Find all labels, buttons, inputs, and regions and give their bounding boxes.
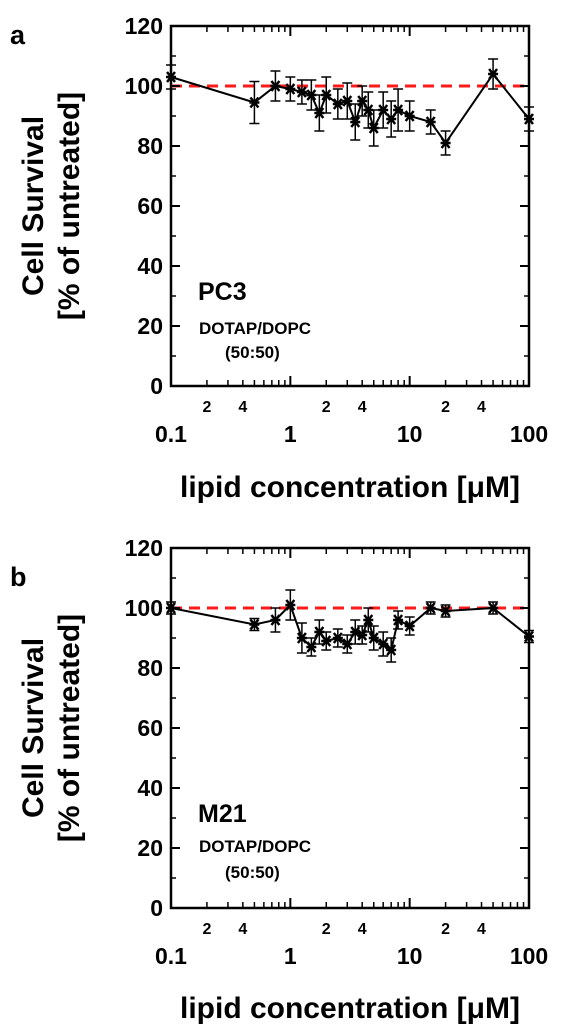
formulation-label: DOTAP/DOPC (199, 319, 311, 338)
y-tick-label: 40 (137, 775, 163, 801)
series-line (170, 603, 530, 652)
data-point (378, 104, 389, 116)
data-point (249, 96, 260, 109)
x-minor-tick-label: 2 (441, 399, 450, 416)
data-point (524, 113, 534, 125)
data-point (363, 614, 374, 626)
data-point (357, 95, 368, 107)
data-point (296, 632, 307, 644)
data-point (285, 83, 296, 95)
panel-label: b (10, 562, 27, 592)
x-tick-label: 10 (397, 421, 423, 447)
data-point (425, 116, 436, 128)
chart-panel-a: a 0 20 40 60 80 100 120 0.1 1 10 100 2 4 2 4 2 4 lipid con… (10, 13, 548, 504)
panel-label: a (10, 20, 26, 50)
x-tick-label: 1 (284, 421, 297, 447)
y-tick-label: 0 (150, 895, 163, 921)
data-point (488, 602, 499, 614)
data-point (425, 602, 436, 614)
series-line (170, 72, 530, 145)
data-point (166, 71, 176, 83)
x-axis-title: lipid concentration [μM] (180, 992, 520, 1025)
data-point (270, 80, 281, 92)
data-point (393, 104, 404, 116)
x-minor-tick-label: 2 (322, 399, 331, 416)
ratio-label: (50:50) (225, 343, 280, 362)
formulation-label: DOTAP/DOPC (199, 837, 311, 856)
data-point (393, 614, 404, 626)
x-tick-label: 100 (510, 421, 548, 447)
y-tick-label: 40 (137, 253, 163, 279)
y-tick-label: 80 (137, 133, 163, 159)
y-axis-title-line1: Cell Survival (17, 116, 50, 296)
x-tick-label: 1 (284, 943, 297, 969)
x-minor-tick-label: 4 (358, 399, 367, 416)
x-minor-tick-label: 4 (238, 921, 247, 938)
data-point (285, 599, 296, 611)
x-tick-label: 100 (510, 943, 548, 969)
data-point (378, 638, 389, 650)
data-point (440, 605, 451, 617)
data-point (249, 618, 260, 631)
x-minor-tick-label: 4 (358, 921, 367, 938)
y-tick-label: 60 (137, 193, 163, 219)
x-axis-title: lipid concentration [μM] (180, 471, 520, 504)
y-tick-label: 20 (137, 313, 163, 339)
data-point (524, 630, 534, 643)
x-minor-tick-label: 4 (477, 399, 486, 416)
data-point (296, 86, 307, 98)
x-minor-tick-label: 2 (441, 921, 450, 938)
data-point (386, 644, 397, 656)
y-axis-title-line1: Cell Survival (17, 638, 50, 818)
data-point (488, 68, 499, 80)
y-axis-title: Cell Survival [% of untreated] (17, 92, 86, 320)
data-point (342, 95, 353, 107)
data-point (166, 602, 176, 614)
cell-line-label: M21 (198, 800, 247, 828)
y-tick-label: 80 (137, 655, 163, 681)
data-point (368, 632, 379, 644)
data-point (332, 632, 343, 644)
chart-panel-b: b 0 20 40 60 80 100 120 0.1 1 10 100 2 4 2 4 2 4 lipid con… (10, 535, 548, 1025)
y-axis-title: Cell Survival [% of untreated] (17, 614, 86, 842)
ratio-label: (50:50) (225, 863, 280, 882)
x-minor-tick-label: 4 (238, 399, 247, 416)
data-point (440, 137, 451, 149)
y-axis-title-line2: [% of untreated] (53, 92, 86, 320)
y-tick-label: 120 (125, 13, 163, 39)
data-point (321, 635, 332, 647)
data-point (270, 614, 281, 626)
x-tick-label: 0.1 (155, 943, 187, 969)
data-point (404, 110, 415, 122)
x-tick-label: 0.1 (155, 421, 187, 447)
y-tick-label: 20 (137, 835, 163, 861)
data-point (321, 89, 332, 101)
cell-line-label: PC3 (198, 278, 247, 306)
data-point (306, 641, 317, 653)
data-point (386, 113, 397, 125)
y-tick-label: 0 (150, 373, 163, 399)
y-axis-title-line2: [% of untreated] (53, 614, 86, 842)
x-minor-tick-label: 2 (202, 921, 211, 938)
x-tick-label: 10 (397, 943, 423, 969)
y-tick-label: 120 (125, 535, 163, 561)
y-tick-label: 100 (125, 595, 163, 621)
y-tick-label: 60 (137, 715, 163, 741)
data-point (404, 620, 415, 632)
x-minor-tick-label: 2 (322, 921, 331, 938)
y-tick-label: 100 (125, 73, 163, 99)
x-minor-tick-label: 4 (477, 921, 486, 938)
data-point (350, 116, 361, 128)
x-minor-tick-label: 2 (202, 399, 211, 416)
data-point (332, 98, 343, 110)
data-point (368, 122, 379, 134)
